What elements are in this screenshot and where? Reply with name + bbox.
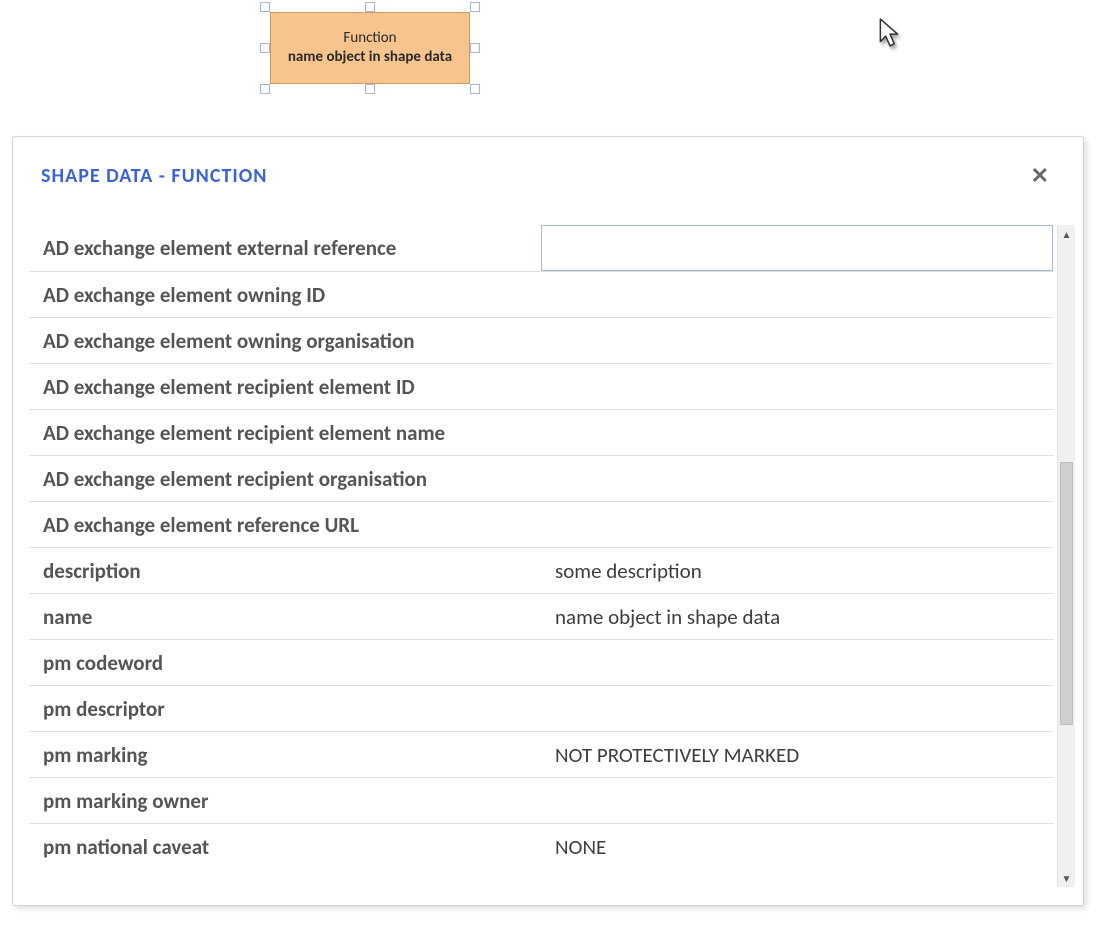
scroll-down-button[interactable]: ▼: [1058, 869, 1075, 887]
property-value[interactable]: name object in shape data: [541, 594, 1053, 639]
scrollbar[interactable]: ▲ ▼: [1057, 225, 1075, 887]
property-label: pm national caveat: [29, 824, 541, 869]
property-value[interactable]: [541, 456, 1053, 501]
property-label: AD exchange element owning ID: [29, 272, 541, 317]
shape-name-label: name object in shape data: [288, 48, 452, 67]
close-button[interactable]: ✕: [1025, 163, 1055, 189]
property-label: description: [29, 548, 541, 593]
property-value[interactable]: NONE: [541, 824, 1053, 869]
resize-handle-tm[interactable]: [365, 2, 375, 12]
property-value[interactable]: [541, 640, 1053, 685]
property-label: AD exchange element recipient organisati…: [29, 456, 541, 501]
property-label: pm codeword: [29, 640, 541, 685]
property-label: name: [29, 594, 541, 639]
property-value[interactable]: [541, 502, 1053, 547]
property-label: AD exchange element external reference: [29, 225, 541, 271]
property-row[interactable]: AD exchange element reference URL: [29, 501, 1053, 547]
property-value[interactable]: [541, 364, 1053, 409]
property-row[interactable]: pm national caveatNONE: [29, 823, 1053, 869]
scroll-track[interactable]: [1058, 243, 1075, 869]
resize-handle-bl[interactable]: [260, 84, 270, 94]
scroll-up-button[interactable]: ▲: [1058, 225, 1075, 243]
property-value[interactable]: some description: [541, 548, 1053, 593]
property-row[interactable]: pm descriptor: [29, 685, 1053, 731]
shape-type-label: Function: [343, 29, 396, 48]
property-value[interactable]: NOT PROTECTIVELY MARKED: [541, 732, 1053, 777]
property-label: pm descriptor: [29, 686, 541, 731]
property-value[interactable]: [541, 318, 1053, 363]
property-grid: AD exchange element external referenceAD…: [29, 225, 1053, 887]
property-row[interactable]: descriptionsome description: [29, 547, 1053, 593]
property-value[interactable]: [541, 272, 1053, 317]
property-label: AD exchange element owning organisation: [29, 318, 541, 363]
panel-title: SHAPE DATA - FUNCTION: [41, 164, 267, 188]
resize-handle-tr[interactable]: [470, 2, 480, 12]
property-label: AD exchange element reference URL: [29, 502, 541, 547]
resize-handle-mr[interactable]: [470, 43, 480, 53]
panel-body: AD exchange element external referenceAD…: [13, 207, 1083, 895]
property-row[interactable]: AD exchange element owning organisation: [29, 317, 1053, 363]
property-row[interactable]: AD exchange element recipient element na…: [29, 409, 1053, 455]
property-label: pm marking: [29, 732, 541, 777]
shape-data-panel: SHAPE DATA - FUNCTION ✕ AD exchange elem…: [12, 136, 1084, 906]
property-row[interactable]: namename object in shape data: [29, 593, 1053, 639]
mouse-cursor-icon: [878, 18, 902, 48]
property-row[interactable]: pm markingNOT PROTECTIVELY MARKED: [29, 731, 1053, 777]
property-value[interactable]: [541, 778, 1053, 823]
function-shape[interactable]: Function name object in shape data: [270, 12, 470, 84]
property-row[interactable]: pm marking owner: [29, 777, 1053, 823]
property-label: AD exchange element recipient element na…: [29, 410, 541, 455]
panel-header: SHAPE DATA - FUNCTION ✕: [13, 137, 1083, 207]
property-row[interactable]: AD exchange element external reference: [29, 225, 1053, 271]
property-value[interactable]: [541, 225, 1053, 271]
scroll-thumb[interactable]: [1060, 462, 1073, 725]
resize-handle-tl[interactable]: [260, 2, 270, 12]
property-row[interactable]: AD exchange element recipient organisati…: [29, 455, 1053, 501]
property-row[interactable]: pm codeword: [29, 639, 1053, 685]
property-row[interactable]: AD exchange element recipient element ID: [29, 363, 1053, 409]
property-value[interactable]: [541, 410, 1053, 455]
property-value[interactable]: [541, 686, 1053, 731]
property-label: pm marking owner: [29, 778, 541, 823]
resize-handle-ml[interactable]: [260, 43, 270, 53]
resize-handle-bm[interactable]: [365, 84, 375, 94]
property-row[interactable]: AD exchange element owning ID: [29, 271, 1053, 317]
property-label: AD exchange element recipient element ID: [29, 364, 541, 409]
resize-handle-br[interactable]: [470, 84, 480, 94]
